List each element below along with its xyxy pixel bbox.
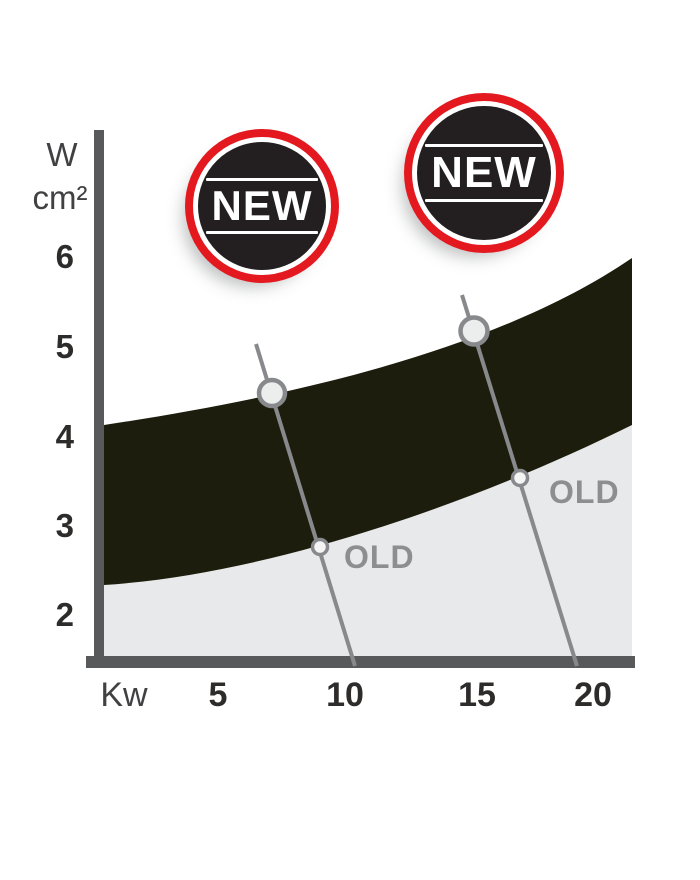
y-axis-unit-numerator: W — [46, 136, 78, 173]
badge-divider-bottom-icon — [205, 230, 319, 234]
new-badge-label: NEW — [431, 148, 537, 198]
new-marker-1 — [256, 377, 288, 409]
old-label-1: OLD — [344, 539, 415, 575]
y-tick-2: 2 — [55, 596, 74, 633]
badge-divider-top-icon — [425, 144, 543, 148]
x-tick-5: 5 — [208, 676, 228, 714]
badge-divider-top-icon — [205, 178, 319, 182]
y-tick-4: 4 — [55, 418, 74, 455]
badge-divider-bottom-icon — [425, 198, 543, 202]
y-axis-bar — [94, 130, 104, 668]
y-tick-3: 3 — [55, 507, 74, 544]
old-band-area — [104, 425, 632, 656]
x-tick-15: 15 — [458, 676, 496, 714]
new-band-area — [104, 258, 632, 585]
x-axis-bar — [86, 656, 635, 668]
x-tick-20: 20 — [574, 676, 612, 714]
y-axis-unit-denominator: cm² — [32, 179, 88, 216]
new-badge-1: NEW — [193, 137, 331, 275]
new-badge-label: NEW — [211, 182, 313, 230]
old-label-2: OLD — [549, 474, 620, 510]
old-marker-2 — [510, 468, 530, 488]
old-marker-1 — [310, 537, 330, 557]
y-tick-5: 5 — [55, 328, 74, 365]
new-marker-2 — [458, 315, 490, 347]
x-axis-label: Kw — [100, 676, 148, 714]
x-tick-10: 10 — [326, 676, 364, 714]
y-tick-6: 6 — [55, 238, 74, 275]
new-badge-2: NEW — [412, 101, 556, 245]
